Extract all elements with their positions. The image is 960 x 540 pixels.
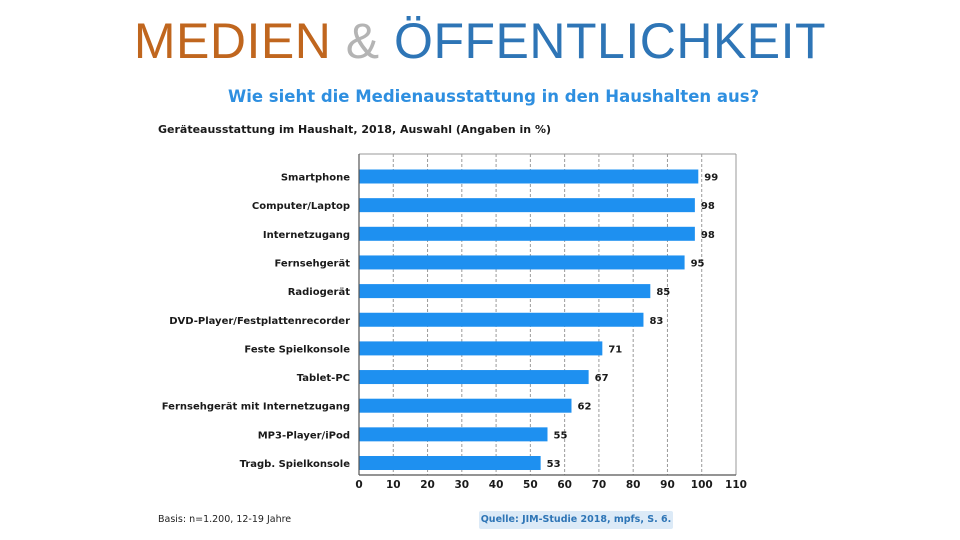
x-tick-label-80: 80 bbox=[626, 479, 641, 491]
category-label-10: MP3-Player/iPod bbox=[258, 430, 350, 441]
bar-10 bbox=[359, 427, 548, 442]
value-label-1: 99 bbox=[704, 173, 718, 184]
bars bbox=[359, 169, 699, 470]
category-label-9: Fernsehgerät mit Internetzugang bbox=[162, 402, 350, 413]
bar-3 bbox=[359, 226, 695, 241]
category-label-8: Tablet-PC bbox=[297, 373, 350, 384]
category-label-2: Computer/Laptop bbox=[252, 201, 350, 212]
x-tick-label-60: 60 bbox=[557, 479, 572, 491]
value-label-9: 62 bbox=[577, 402, 591, 413]
value-label-3: 98 bbox=[701, 230, 715, 241]
category-label-6: DVD-Player/Festplattenrecorder bbox=[169, 316, 350, 327]
source-citation: Quelle: JIM-Studie 2018, mpfs, S. 6. bbox=[479, 511, 673, 529]
category-label-7: Feste Spielkonsole bbox=[244, 344, 350, 355]
x-tick-label-110: 110 bbox=[725, 479, 747, 491]
labels: Smartphone 99 Computer/Laptop 98 Internetzug… bbox=[162, 173, 747, 492]
chart-subtitle: Geräteausstattung im Haushalt, 2018, Aus… bbox=[158, 123, 552, 136]
x-tick-label-90: 90 bbox=[660, 479, 675, 491]
bar-4 bbox=[359, 255, 685, 270]
x-tick-label-20: 20 bbox=[420, 479, 435, 491]
category-label-3: Internetzugang bbox=[263, 230, 350, 241]
category-label-1: Smartphone bbox=[281, 173, 350, 184]
basis-note: Basis: n=1.200, 12-19 Jahre bbox=[158, 514, 292, 525]
x-tick-label-10: 10 bbox=[386, 479, 401, 491]
x-tick-label-40: 40 bbox=[489, 479, 504, 491]
x-tick-label-0: 0 bbox=[355, 479, 362, 491]
x-tick-label-30: 30 bbox=[455, 479, 470, 491]
bar-1 bbox=[359, 169, 699, 184]
value-label-7: 71 bbox=[608, 344, 622, 355]
value-label-6: 83 bbox=[649, 316, 663, 327]
value-label-11: 53 bbox=[547, 459, 561, 470]
bar-6 bbox=[359, 312, 644, 327]
bar-2 bbox=[359, 198, 695, 213]
x-tick-label-100: 100 bbox=[691, 479, 713, 491]
slide-title: MEDIEN & ÖFFENTLICHKEIT bbox=[0, 10, 960, 72]
x-tick-label-50: 50 bbox=[523, 479, 538, 491]
axes bbox=[358, 154, 736, 476]
value-label-10: 55 bbox=[554, 430, 568, 441]
chart-heading: Wie sieht die Medienausstattung in den H… bbox=[228, 87, 760, 106]
bar-8 bbox=[359, 370, 589, 385]
value-label-8: 67 bbox=[595, 373, 609, 384]
title-ampersand: & bbox=[345, 13, 380, 69]
category-label-5: Radiogerät bbox=[288, 287, 351, 298]
title-word-oeffentlichkeit: ÖFFENTLICHKEIT bbox=[394, 13, 827, 69]
x-tick-label-70: 70 bbox=[592, 479, 607, 491]
bar-7 bbox=[359, 341, 603, 356]
category-label-4: Fernsehgerät bbox=[274, 258, 350, 269]
category-label-11: Tragb. Spielkonsole bbox=[240, 459, 351, 470]
title-word-medien: MEDIEN bbox=[133, 13, 332, 69]
bar-9 bbox=[359, 398, 572, 413]
bar-11 bbox=[359, 456, 541, 470]
value-label-4: 95 bbox=[691, 258, 705, 269]
value-label-5: 85 bbox=[656, 287, 670, 298]
bar-5 bbox=[359, 284, 651, 299]
value-label-2: 98 bbox=[701, 201, 715, 212]
